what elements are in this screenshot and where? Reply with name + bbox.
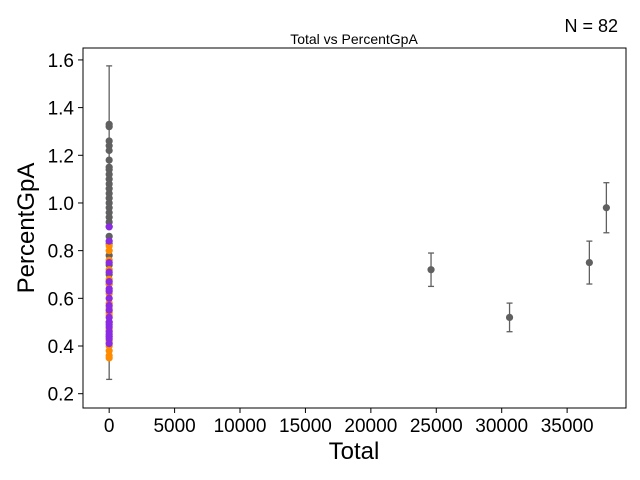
y-tick-label: 0.6: [48, 289, 74, 310]
y-tick-label: 1.2: [48, 146, 74, 167]
x-tick-label: 20000: [344, 416, 397, 437]
x-tick-label: 15000: [279, 416, 332, 437]
data-point: [105, 287, 113, 295]
data-point: [105, 223, 113, 231]
plot-frame: [82, 47, 627, 409]
data-point: [105, 278, 113, 286]
data-point: [105, 156, 113, 164]
x-tick-label: 30000: [475, 416, 528, 437]
y-tick-label: 1.6: [48, 51, 74, 72]
y-tick-label: 0.2: [48, 385, 74, 406]
data-point: [105, 237, 113, 245]
data-point: [105, 258, 113, 267]
data-point: [105, 268, 113, 276]
x-tick-label: 0: [104, 416, 115, 437]
x-tick-label: 35000: [541, 416, 594, 437]
x-axis-ticks: 0 5000 10000 15000 20000 25000 30000 35000: [104, 408, 594, 437]
x-tick-label: 10000: [214, 416, 267, 437]
data-point: [105, 247, 113, 255]
y-tick-label: 1.0: [48, 194, 74, 215]
data-point: [105, 123, 113, 131]
x-tick-label: 25000: [410, 416, 463, 437]
y-tick-label: 0.4: [48, 337, 75, 358]
plot-marks: [105, 65, 610, 381]
y-axis-label: PercentGpA: [13, 163, 40, 294]
x-tick-label: 5000: [153, 416, 195, 437]
y-tick-label: 1.4: [48, 99, 75, 120]
y-tick-label: 0.8: [48, 242, 74, 263]
data-point: [105, 306, 113, 314]
data-point: [105, 146, 113, 155]
x-axis-label: Total: [329, 438, 380, 465]
data-point: [427, 266, 435, 274]
data-point: [602, 204, 610, 212]
data-point: [585, 258, 593, 267]
data-point: [105, 340, 113, 348]
chart-title: Total vs PercentGpA: [290, 31, 418, 47]
y-axis-ticks: 0.2 0.4 0.6 0.8 1.0 1.2 1.4 1.6: [48, 51, 83, 406]
sample-size-label: N = 82: [564, 16, 618, 36]
data-point: [105, 354, 113, 362]
data-point: [505, 313, 514, 322]
data-point: [105, 294, 113, 302]
